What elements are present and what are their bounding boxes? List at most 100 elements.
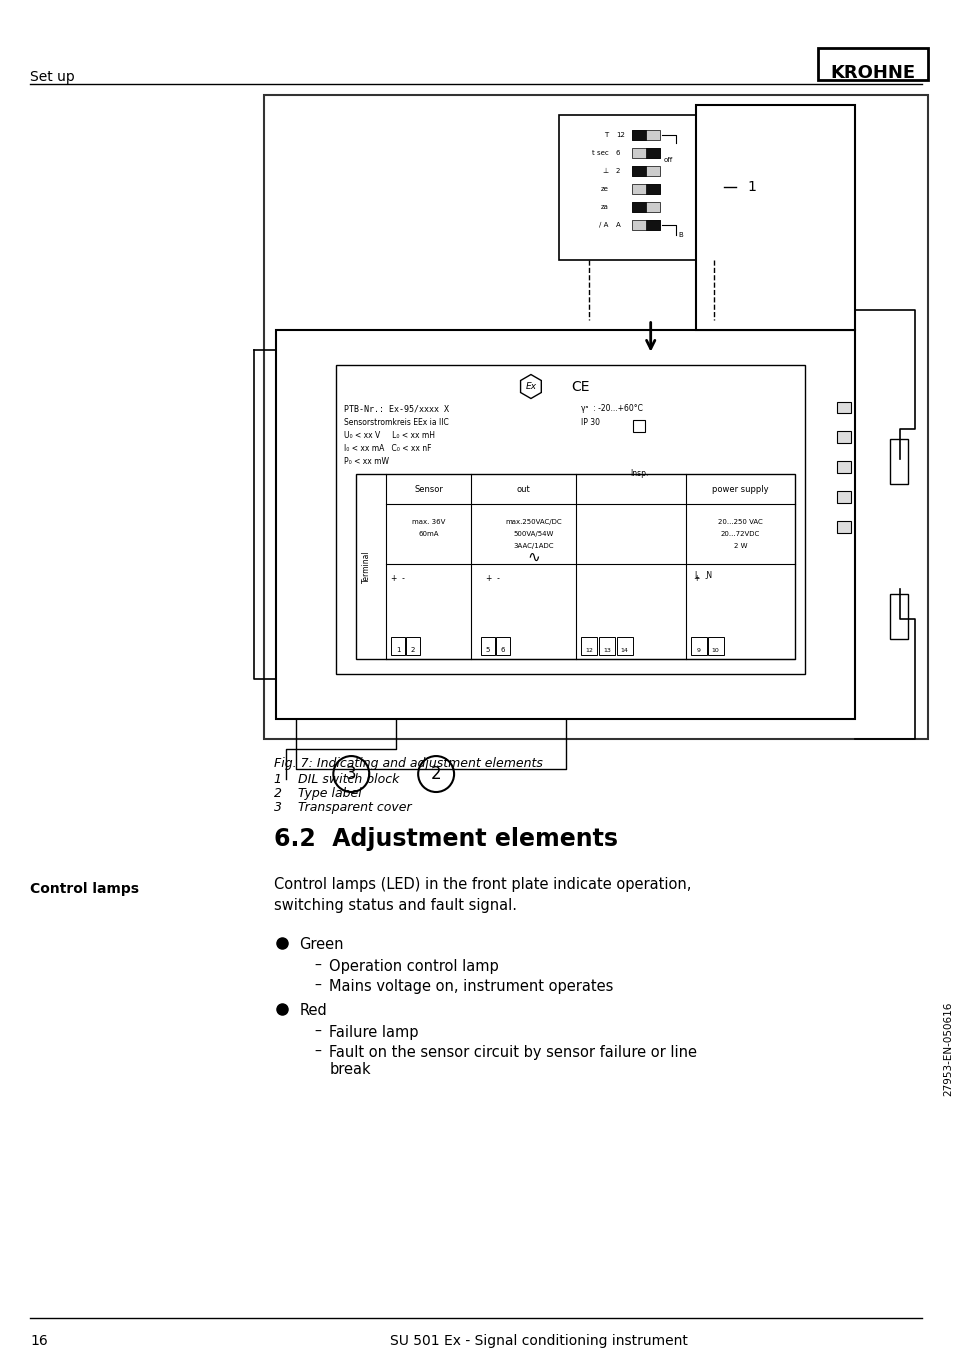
Text: IP 30: IP 30 <box>580 419 599 427</box>
Text: 12: 12 <box>584 648 592 653</box>
Bar <box>632 420 644 433</box>
Text: 1    DIL switch block: 1 DIL switch block <box>274 773 399 786</box>
Text: Fault on the sensor circuit by sensor failure or line
break: Fault on the sensor circuit by sensor fa… <box>329 1045 697 1078</box>
Circle shape <box>333 756 369 792</box>
Text: SU 501 Ex - Signal conditioning instrument: SU 501 Ex - Signal conditioning instrume… <box>390 1334 687 1348</box>
Text: +  -: + - <box>693 575 707 583</box>
Bar <box>264 95 927 740</box>
Bar <box>645 220 659 230</box>
Text: L   N: L N <box>695 572 711 580</box>
Text: B: B <box>678 231 682 238</box>
Bar <box>889 439 907 484</box>
Text: off: off <box>663 157 672 162</box>
Text: U₀ < xx V     L₀ < xx mH: U₀ < xx V L₀ < xx mH <box>344 431 435 441</box>
Text: –: – <box>314 1045 321 1059</box>
Bar <box>406 637 419 656</box>
Bar <box>480 637 495 656</box>
Bar <box>631 201 645 212</box>
Text: ze: ze <box>600 185 608 192</box>
Bar <box>631 201 659 212</box>
Text: Insp.: Insp. <box>630 469 648 479</box>
Text: max.250VAC/DC: max.250VAC/DC <box>504 519 561 526</box>
Text: 60mA: 60mA <box>418 531 438 537</box>
Text: power supply: power supply <box>712 485 768 493</box>
Text: 2: 2 <box>615 168 619 174</box>
Text: 16: 16 <box>30 1334 48 1348</box>
Text: 27953-EN-050616: 27953-EN-050616 <box>943 1002 952 1096</box>
Text: 6.2  Adjustment elements: 6.2 Adjustment elements <box>274 827 618 850</box>
Text: 2    Type label: 2 Type label <box>274 787 362 800</box>
Text: γᵃ  : -20...+60°C: γᵃ : -20...+60°C <box>580 404 642 414</box>
Circle shape <box>417 756 454 792</box>
Text: 2 W: 2 W <box>733 544 746 549</box>
Bar <box>690 637 706 656</box>
Text: –: – <box>314 959 321 973</box>
Bar <box>631 130 659 139</box>
Text: Green: Green <box>299 937 343 952</box>
Bar <box>276 330 855 719</box>
Bar <box>837 522 850 533</box>
Bar <box>818 47 927 80</box>
Text: 3    Transparent cover: 3 Transparent cover <box>274 800 412 814</box>
Bar <box>355 475 795 660</box>
Text: ∕ A: ∕ A <box>598 222 608 227</box>
Text: ∿: ∿ <box>526 550 539 565</box>
Text: 6: 6 <box>615 150 619 155</box>
Text: PTB-Nr.: Ex-95/xxxx X: PTB-Nr.: Ex-95/xxxx X <box>344 404 449 414</box>
Bar <box>631 220 659 230</box>
Bar <box>558 115 722 260</box>
Text: 13: 13 <box>602 648 610 653</box>
Text: T: T <box>604 132 608 138</box>
Text: 2: 2 <box>431 765 441 783</box>
Text: 14: 14 <box>620 648 628 653</box>
Text: Red: Red <box>299 1003 327 1018</box>
Text: 20...72VDC: 20...72VDC <box>720 531 760 537</box>
Text: Failure lamp: Failure lamp <box>329 1025 418 1040</box>
Text: Control lamps (LED) in the front plate indicate operation,
switching status and : Control lamps (LED) in the front plate i… <box>274 877 691 913</box>
Text: max. 36V: max. 36V <box>412 519 445 526</box>
Bar <box>631 147 659 158</box>
Text: Mains voltage on, instrument operates: Mains voltage on, instrument operates <box>329 979 613 994</box>
Bar <box>336 365 804 675</box>
Text: Fig. 7: Indicating and adjustment elements: Fig. 7: Indicating and adjustment elemen… <box>274 757 543 771</box>
Text: 12: 12 <box>615 132 624 138</box>
Bar <box>889 595 907 639</box>
Text: 10: 10 <box>711 648 719 653</box>
Circle shape <box>735 170 766 203</box>
Bar <box>580 637 597 656</box>
Bar <box>598 637 614 656</box>
Bar <box>391 637 405 656</box>
Polygon shape <box>520 375 540 399</box>
Bar <box>631 166 659 176</box>
Text: 5: 5 <box>485 648 490 653</box>
Bar <box>707 637 722 656</box>
Text: +  -: + - <box>391 575 405 583</box>
Bar <box>631 184 659 193</box>
Text: 1: 1 <box>395 648 400 653</box>
Bar <box>837 402 850 414</box>
Text: Operation control lamp: Operation control lamp <box>329 959 498 973</box>
Bar <box>645 184 659 193</box>
Text: Sensor: Sensor <box>414 485 442 493</box>
Text: –: – <box>314 1025 321 1038</box>
Text: t sec: t sec <box>592 150 608 155</box>
Text: Ex: Ex <box>525 383 536 391</box>
Text: Control lamps: Control lamps <box>30 882 139 896</box>
Text: 500VA/54W: 500VA/54W <box>513 531 553 537</box>
Text: KROHNE: KROHNE <box>830 64 915 82</box>
Bar <box>631 130 645 139</box>
Text: A: A <box>615 222 619 227</box>
Text: Sensorstromkreis EEx ia IIC: Sensorstromkreis EEx ia IIC <box>344 419 449 427</box>
Text: ⊥: ⊥ <box>602 168 608 174</box>
Bar <box>837 461 850 473</box>
Text: 20...250 VAC: 20...250 VAC <box>718 519 762 526</box>
Text: za: za <box>600 204 608 210</box>
Bar <box>631 166 645 176</box>
Text: P₀ < xx mW: P₀ < xx mW <box>344 457 389 466</box>
Bar <box>837 491 850 503</box>
Text: +  -: + - <box>486 575 499 583</box>
Bar <box>496 637 510 656</box>
Text: 9: 9 <box>696 648 700 653</box>
Text: 3: 3 <box>346 765 356 783</box>
Text: CE: CE <box>571 380 590 393</box>
